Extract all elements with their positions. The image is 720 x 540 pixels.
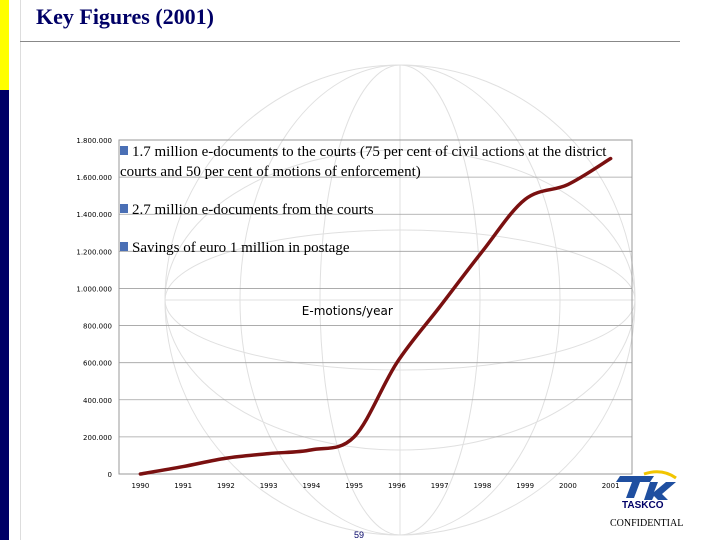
accent-bar-navy	[0, 90, 9, 540]
x-tick-label: 1994	[302, 482, 320, 490]
y-tick-label: 600.000	[83, 360, 112, 368]
series-line	[138, 156, 613, 476]
y-tick-label: 1.000.000	[76, 285, 112, 293]
bullet-item-2: 2.7 million e-documents from the courts	[120, 200, 635, 220]
y-axis-ticks: 0 200.000 400.000 600.000 800.000 1.000.000 1.…	[76, 137, 112, 479]
y-tick-label: 400.000	[83, 397, 112, 405]
accent-bar-yellow	[0, 0, 9, 90]
chart-grid	[119, 139, 632, 438]
square-bullet-icon	[120, 204, 128, 213]
logo-text: TASKCO	[622, 500, 664, 511]
plot-area-frame	[118, 139, 633, 475]
y-tick-label: 1.800.000	[76, 137, 112, 145]
title-underline	[20, 41, 680, 42]
confidential-label: CONFIDENTIAL	[610, 518, 684, 529]
y-tick-label: 1.400.000	[76, 211, 112, 219]
x-tick-label: 1992	[217, 482, 235, 490]
y-tick-label: 200.000	[83, 434, 112, 442]
bullet-item-1: 1.7 million e-documents to the courts (7…	[120, 142, 635, 182]
x-axis-ticks: 1990 1991 1992 1993 1994 1995 1996 1997 1998 1999…	[131, 482, 619, 490]
x-tick-label: 1997	[431, 482, 449, 490]
x-tick-label: 1995	[345, 482, 363, 490]
x-tick-label: 1999	[516, 482, 534, 490]
left-margin-line	[20, 0, 21, 540]
square-bullet-icon	[120, 146, 128, 155]
bullet-item-3: Savings of euro 1 million in postage	[120, 238, 635, 258]
x-tick-label: 1998	[473, 482, 491, 490]
x-tick-label: 1991	[174, 482, 192, 490]
taskco-logo-icon	[616, 470, 677, 500]
y-tick-label: 0	[108, 471, 112, 479]
chart-title: E-motions/year	[302, 304, 393, 318]
x-tick-label: 2000	[559, 482, 577, 490]
slide-title: Key Figures (2001)	[36, 4, 215, 29]
x-tick-label: 2001	[602, 482, 620, 490]
square-bullet-icon	[120, 242, 128, 251]
y-tick-label: 800.000	[83, 323, 112, 331]
x-tick-label: 1993	[260, 482, 278, 490]
x-tick-label: 1990	[131, 482, 149, 490]
bullet-text-1: 1.7 million e-documents to the courts (7…	[120, 144, 607, 180]
bullet-text-2: 2.7 million e-documents from the courts	[132, 202, 374, 218]
y-tick-label: 1.600.000	[76, 174, 112, 182]
x-tick-label: 1996	[388, 482, 406, 490]
y-tick-label: 1.200.000	[76, 248, 112, 256]
bullet-text-3: Savings of euro 1 million in postage	[132, 240, 350, 256]
page-number: 59	[354, 530, 365, 540]
